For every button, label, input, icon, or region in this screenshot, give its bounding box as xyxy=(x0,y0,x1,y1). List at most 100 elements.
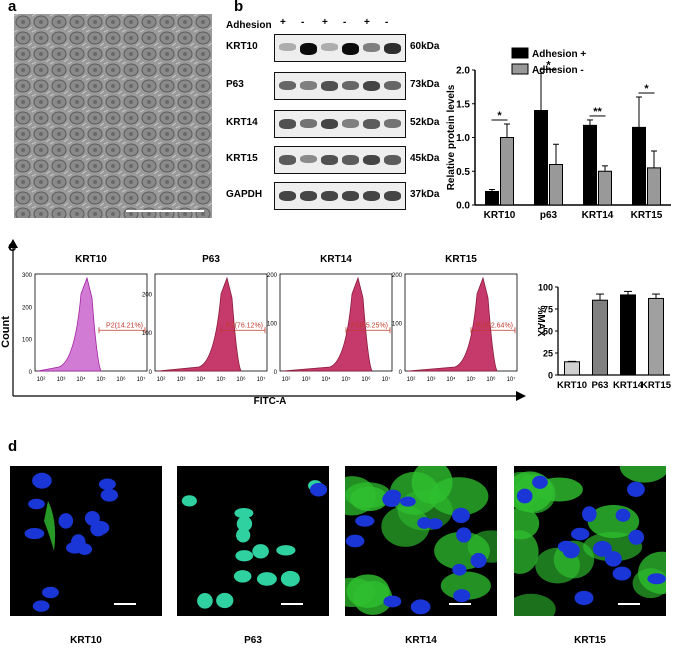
flow-x-tick: 10⁴ xyxy=(446,376,456,383)
nucleus xyxy=(100,488,119,502)
blot-band xyxy=(384,43,401,54)
nucleus xyxy=(236,528,251,543)
phase-contrast-image xyxy=(14,14,212,218)
x-tick-label: KRT14 xyxy=(582,210,614,221)
flow-x-tick: 10⁵ xyxy=(96,376,106,383)
x-tick-label: KRT15 xyxy=(631,210,663,221)
flow-x-tick: 10⁴ xyxy=(196,376,206,383)
bar xyxy=(549,164,563,206)
flow-y-tick: 0 xyxy=(29,370,33,376)
blot-strip xyxy=(274,146,406,174)
blot-band xyxy=(342,119,359,128)
nucleus xyxy=(427,518,443,530)
bar xyxy=(534,110,548,206)
arrow-head xyxy=(516,391,526,401)
nucleus xyxy=(574,590,594,606)
flow-x-tick: 10⁷ xyxy=(137,376,146,383)
lane-sign: + xyxy=(322,17,328,28)
nucleus xyxy=(236,516,253,532)
blot-band xyxy=(279,119,296,129)
gate-label: P2(85.25%) xyxy=(351,322,388,329)
bar xyxy=(598,170,612,206)
histogram xyxy=(37,276,102,372)
flow-x-tick: 10⁵ xyxy=(466,376,476,383)
nucleus xyxy=(456,527,472,543)
flow-x-tick: 10³ xyxy=(302,377,311,383)
fitc-label: FITC-A xyxy=(254,396,287,406)
blot-kda-label: 37kDa xyxy=(410,189,440,200)
blot-band xyxy=(384,81,401,91)
blot-band xyxy=(342,43,359,55)
blot-band xyxy=(321,155,338,165)
x-tick-label: P63 xyxy=(592,380,609,391)
flow-x-tick: 10⁶ xyxy=(486,376,496,383)
flow-y-tick: 0 xyxy=(399,370,403,376)
histogram xyxy=(407,276,498,372)
flow-x-tick: 10⁴ xyxy=(76,376,86,383)
flow-y-tick: 300 xyxy=(22,273,33,279)
nucleus xyxy=(582,506,597,522)
blot-band xyxy=(279,43,296,51)
flow-y-tick: 0 xyxy=(274,370,278,376)
flow-plot-frame xyxy=(404,273,518,372)
histogram xyxy=(157,276,242,372)
fluorescence-image xyxy=(514,466,666,616)
blot-band xyxy=(363,155,380,166)
blot-band xyxy=(300,119,317,128)
blot-band xyxy=(363,191,380,202)
nucleus xyxy=(470,552,487,568)
significance-mark: * xyxy=(644,83,649,95)
y-tick-label: 75 xyxy=(543,305,553,315)
y-tick-label: 100 xyxy=(538,283,553,293)
panel-letter-b: b xyxy=(234,0,244,15)
nucleus xyxy=(410,599,431,615)
bar xyxy=(592,299,608,376)
y-axis-label: Relative protein levels xyxy=(446,84,457,190)
flow-y-tick: 100 xyxy=(142,331,153,337)
blot-kda-label: 52kDa xyxy=(410,117,440,128)
nucleus xyxy=(235,550,254,562)
nucleus xyxy=(516,488,533,504)
blot-band xyxy=(363,81,380,92)
flow-x-tick: 10⁶ xyxy=(361,376,371,383)
nucleus xyxy=(355,515,375,527)
flow-x-tick: 10² xyxy=(157,377,166,383)
blot-band xyxy=(300,155,317,164)
fluorescence-image xyxy=(10,466,162,616)
y-tick-label: 0 xyxy=(548,371,553,381)
microscopy-caption: KRT15 xyxy=(574,635,606,646)
panel-letter-a: a xyxy=(8,0,17,15)
nucleus xyxy=(256,572,277,586)
nucleus xyxy=(24,527,45,540)
blot-band xyxy=(363,119,380,129)
flow-title: KRT10 xyxy=(75,254,107,265)
blot-protein-label: KRT14 xyxy=(226,117,258,128)
flow-x-tick: 10⁵ xyxy=(216,376,226,383)
blot-band xyxy=(321,43,338,51)
significance-mark: * xyxy=(546,59,551,71)
y-tick-label: 0.0 xyxy=(456,201,470,212)
arrow-head xyxy=(8,239,18,248)
gate-label: P2(14.21%) xyxy=(106,322,143,329)
blot-band xyxy=(342,191,359,202)
nucleus xyxy=(532,475,548,489)
nucleus xyxy=(615,508,631,522)
cytoskeleton-stain xyxy=(345,577,376,607)
bar xyxy=(500,137,514,206)
flow-cytometry-histograms: Count FITC-A KRT10 0 100 200 300 10² 10³ 10⁴ 10⁵ 10… xyxy=(0,239,526,406)
flow-x-tick: 10⁶ xyxy=(116,376,126,383)
lane-sign: + xyxy=(280,17,286,28)
nucleus xyxy=(571,527,590,541)
blot-kda-label: 45kDa xyxy=(410,153,440,164)
lane-sign: - xyxy=(385,17,389,28)
flow-title: KRT15 xyxy=(445,254,477,265)
cytoskeleton-stain xyxy=(429,477,489,516)
bar xyxy=(648,297,664,376)
legend-label: Adhesion + xyxy=(532,49,586,60)
flow-y-tick: 200 xyxy=(22,305,33,311)
flow-x-tick: 10² xyxy=(282,377,291,383)
flow-x-tick: 10³ xyxy=(177,377,186,383)
flow-y-tick: 200 xyxy=(392,273,403,279)
nucleus xyxy=(417,517,432,529)
x-tick-label: p63 xyxy=(540,210,558,221)
